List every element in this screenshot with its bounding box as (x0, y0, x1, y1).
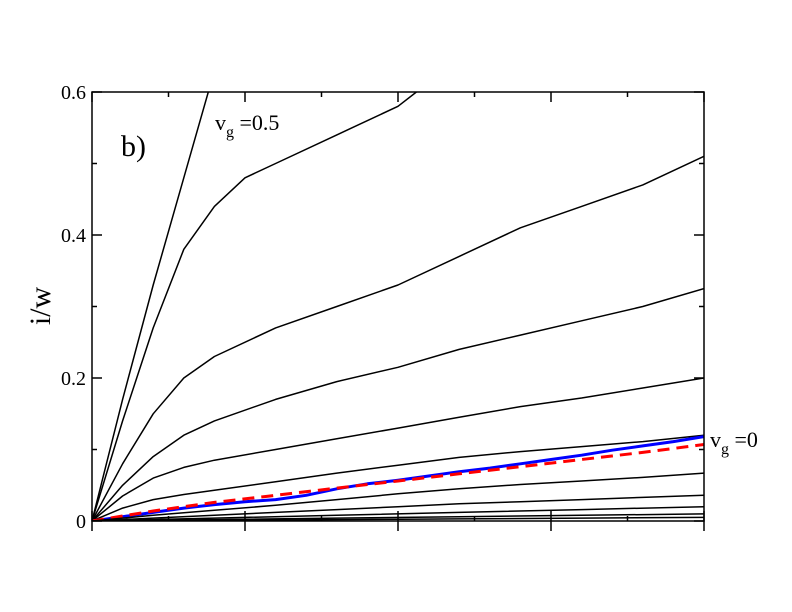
series-line-7 (92, 443, 704, 521)
series-layer (92, 92, 704, 521)
y-tick-label-0: 0 (76, 511, 86, 533)
y-axis-label: i/w (24, 287, 57, 326)
series-line-5 (92, 434, 704, 521)
annotation-vg-0-5-sub: g (226, 124, 234, 141)
tick-layer: 0 0.2 0.4 0.6 (61, 82, 705, 533)
annotation-vg-0-rest: =0 (729, 427, 758, 452)
y-tick-label-1: 0.2 (61, 368, 86, 390)
panel-label: b) (121, 130, 146, 163)
annotation-vg-0-5: vg =0.5 (215, 110, 279, 141)
series-line-9 (92, 494, 704, 521)
y-tick-label-2: 0.4 (61, 225, 86, 247)
series-line-4 (92, 377, 704, 521)
annotation-vg-0-sub: g (721, 441, 729, 458)
series-line-3 (92, 287, 704, 521)
series-line-8 (92, 472, 704, 521)
y-tick-label-3: 0.6 (61, 82, 86, 104)
annotation-vg-0-5-rest: =0.5 (234, 110, 279, 135)
annotation-vg-0-5-main: v (215, 110, 226, 135)
annotation-vg-0-main: v (710, 427, 721, 452)
series-line-0 (92, 92, 210, 521)
series-line-2 (92, 155, 704, 521)
series-line-1 (92, 92, 417, 521)
annotation-vg-0: vg =0 (710, 427, 758, 458)
